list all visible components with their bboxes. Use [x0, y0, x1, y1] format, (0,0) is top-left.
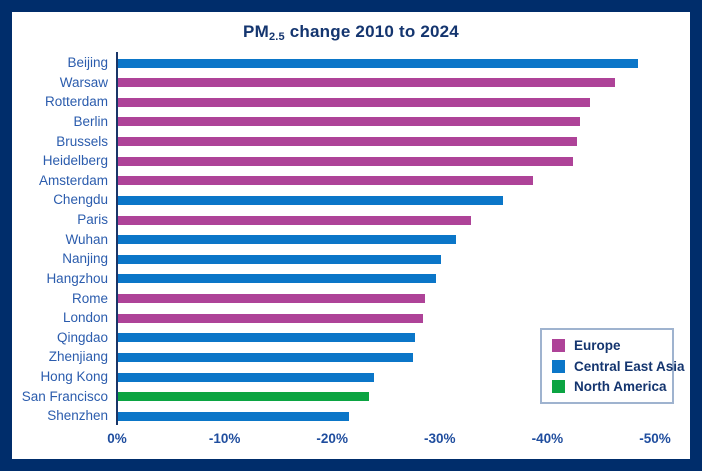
chart-title-suffix: change 2010 to 2024	[284, 22, 459, 41]
city-label: Wuhan	[65, 231, 108, 247]
bar-qingdao	[118, 333, 415, 343]
legend-swatch-icon	[552, 339, 565, 352]
city-label: London	[62, 310, 108, 326]
city-label: Warsaw	[59, 74, 108, 90]
bar-nanjing	[118, 254, 441, 264]
y-axis-line	[116, 52, 118, 425]
city-label: Rotterdam	[44, 94, 108, 110]
chart-title: PM2.5 change 2010 to 2024	[12, 22, 690, 43]
city-label: Berlin	[73, 113, 108, 129]
legend-item-north-america: North America	[552, 379, 672, 394]
city-label: Chengdu	[53, 192, 108, 208]
city-label: Nanjing	[62, 251, 108, 267]
x-tick-label: -10%	[208, 431, 241, 446]
x-tick-label: -50%	[639, 431, 671, 446]
bar-paris	[118, 215, 471, 225]
bar-heidelberg	[118, 156, 574, 166]
bar-warsaw	[118, 78, 616, 88]
bar-san-francisco	[118, 392, 369, 402]
legend-swatch-icon	[552, 380, 565, 393]
legend: Europe Central East Asia North America	[540, 328, 685, 404]
legend-item-europe: Europe	[552, 338, 672, 353]
city-label: Amsterdam	[38, 172, 108, 188]
city-label: Heidelberg	[42, 153, 108, 169]
x-tick-label: -20%	[316, 431, 348, 446]
bar-chengdu	[118, 195, 504, 205]
legend-label: North America	[574, 379, 667, 394]
bar-london	[118, 313, 423, 323]
city-label: Qingdao	[56, 329, 108, 345]
x-tick-label: 0%	[107, 431, 127, 446]
chart-title-subscript: 2.5	[268, 31, 285, 43]
city-label: Shenzhen	[47, 408, 108, 424]
chart-canvas: PM2.5 change 2010 to 2024 Europe Central …	[12, 12, 690, 459]
bar-brussels	[118, 137, 578, 147]
x-tick-label: -30%	[424, 431, 456, 446]
legend-label: Europe	[574, 338, 621, 353]
x-tick-label: -40%	[531, 431, 564, 446]
city-label: Hong Kong	[40, 369, 108, 385]
city-label: Paris	[77, 212, 108, 228]
bar-amsterdam	[118, 176, 534, 186]
city-label: Brussels	[56, 133, 108, 149]
bar-rotterdam	[118, 97, 591, 107]
city-label: Zhenjiang	[48, 349, 108, 365]
bar-shenzhen	[118, 411, 350, 421]
legend-swatch-icon	[552, 359, 565, 373]
bar-berlin	[118, 117, 580, 127]
legend-label: Central East Asia	[574, 358, 685, 374]
chart-title-prefix: PM	[243, 22, 269, 41]
legend-item-central-east-asia: Central East Asia	[552, 359, 685, 374]
bar-hong-kong	[118, 372, 375, 382]
bar-hangzhou	[118, 274, 437, 284]
city-label: San Francisco	[21, 388, 108, 404]
city-label: Hangzhou	[46, 270, 108, 286]
bar-wuhan	[118, 235, 456, 245]
bar-beijing	[118, 58, 638, 68]
bar-rome	[118, 294, 425, 304]
bar-zhenjiang	[118, 352, 413, 362]
city-label: Beijing	[67, 55, 108, 70]
city-label: Rome	[71, 290, 108, 306]
